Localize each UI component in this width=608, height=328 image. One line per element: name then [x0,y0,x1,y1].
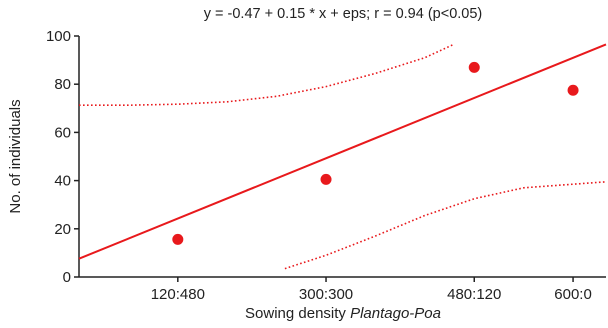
y-tick-label: 0 [63,269,71,286]
x-tick-label: 600:0 [554,286,592,303]
chart-title: y = -0.47 + 0.15 * x + eps; r = 0.94 (p<… [204,6,483,22]
y-tick-label: 60 [54,124,71,141]
x-axis-label: Sowing density Plantago-Poa [245,305,441,322]
x-tick-label: 480:120 [447,286,501,303]
y-axis-label: No. of individuals [7,99,24,213]
y-tick-label: 40 [54,173,71,190]
regression-line [78,43,607,260]
x-tick-label: 300:300 [299,286,353,303]
data-point [320,173,332,185]
x-tick-label: 120:480 [151,286,205,303]
y-tick-label: 100 [46,28,71,45]
y-tick-label: 20 [54,221,71,238]
data-point [172,233,184,245]
y-tick-label: 80 [54,76,71,93]
confidence-band-lower [284,181,607,270]
data-point [567,84,579,96]
data-point [468,61,480,73]
plot-layer: 0 20 40 60 80 100 120:480 300:300 480:120 600:0 [46,28,607,303]
confidence-band-upper [79,43,455,106]
x-axis-label-italic: Plantago-Poa [350,305,441,322]
x-axis-label-prefix: Sowing density [245,305,350,322]
